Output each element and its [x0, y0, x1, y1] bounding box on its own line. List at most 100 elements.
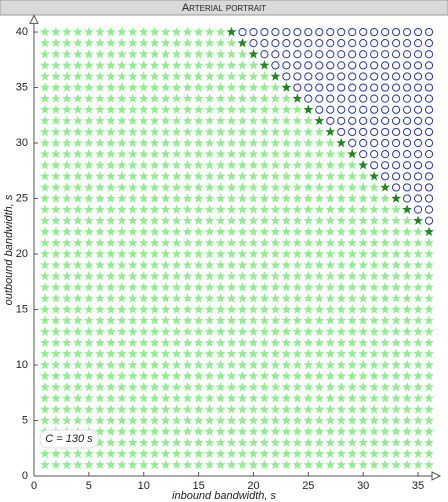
- feasible-point: [237, 415, 248, 425]
- feasible-point: [336, 293, 347, 303]
- feasible-point: [325, 282, 336, 292]
- feasible-point: [138, 26, 149, 37]
- feasible-point: [347, 271, 358, 281]
- feasible-point: [281, 415, 292, 425]
- feasible-point: [160, 315, 171, 325]
- infeasible-point: [293, 72, 302, 81]
- feasible-point: [94, 193, 105, 203]
- feasible-point: [149, 226, 160, 236]
- feasible-point: [248, 315, 259, 325]
- feasible-point: [336, 415, 347, 425]
- feasible-point: [226, 248, 237, 259]
- feasible-point: [325, 437, 336, 447]
- feasible-point: [281, 237, 292, 248]
- feasible-point: [160, 93, 171, 103]
- feasible-point: [171, 282, 182, 292]
- feasible-point: [215, 359, 226, 370]
- infeasible-point: [370, 161, 379, 170]
- feasible-point: [391, 348, 402, 359]
- feasible-point: [303, 315, 314, 325]
- feasible-point: [336, 204, 347, 214]
- infeasible-point: [337, 72, 346, 81]
- infeasible-point: [370, 50, 379, 59]
- feasible-point: [40, 60, 50, 70]
- infeasible-point: [402, 172, 412, 181]
- feasible-point: [248, 404, 259, 414]
- infeasible-point: [381, 105, 390, 114]
- feasible-point: [303, 215, 314, 225]
- feasible-point: [105, 126, 116, 137]
- feasible-point: [215, 193, 226, 203]
- infeasible-point: [293, 27, 302, 37]
- infeasible-point: [359, 50, 368, 59]
- feasible-point: [369, 448, 380, 458]
- feasible-point: [226, 226, 237, 236]
- feasible-point: [138, 426, 149, 436]
- infeasible-point: [359, 83, 368, 92]
- boundary-point: [303, 104, 314, 114]
- feasible-point: [62, 282, 72, 292]
- feasible-point: [248, 237, 259, 248]
- feasible-point: [193, 448, 204, 458]
- feasible-point: [402, 426, 412, 436]
- feasible-point: [62, 49, 72, 59]
- feasible-point: [215, 459, 226, 470]
- feasible-point: [281, 448, 292, 458]
- feasible-point: [94, 171, 105, 181]
- boundary-point: [347, 148, 358, 159]
- feasible-point: [336, 171, 347, 181]
- infeasible-point: [326, 39, 335, 48]
- feasible-point: [40, 459, 50, 470]
- feasible-point: [270, 293, 281, 303]
- feasible-point: [116, 337, 127, 347]
- feasible-point: [270, 393, 281, 403]
- feasible-point: [193, 137, 204, 148]
- feasible-point: [226, 326, 237, 336]
- feasible-point: [94, 415, 105, 425]
- feasible-point: [171, 148, 182, 159]
- feasible-point: [72, 404, 83, 414]
- feasible-point: [248, 293, 259, 303]
- feasible-point: [94, 82, 105, 92]
- feasible-point: [380, 370, 391, 381]
- feasible-point: [40, 404, 50, 414]
- feasible-point: [237, 148, 248, 159]
- feasible-point: [149, 315, 160, 325]
- feasible-point: [127, 226, 138, 236]
- feasible-point: [226, 404, 237, 414]
- infeasible-point: [359, 27, 368, 37]
- feasible-point: [51, 370, 61, 381]
- infeasible-point: [304, 83, 313, 92]
- feasible-point: [391, 293, 402, 303]
- feasible-point: [325, 359, 336, 370]
- feasible-point: [149, 370, 160, 381]
- feasible-point: [83, 415, 94, 425]
- feasible-point: [40, 115, 50, 125]
- feasible-point: [292, 437, 303, 447]
- feasible-point: [215, 160, 226, 170]
- infeasible-point: [392, 150, 401, 159]
- feasible-point: [94, 382, 105, 392]
- infeasible-point: [282, 27, 291, 37]
- infeasible-point: [392, 50, 401, 59]
- feasible-point: [281, 204, 292, 214]
- feasible-point: [413, 393, 423, 403]
- feasible-point: [94, 304, 105, 314]
- feasible-point: [116, 160, 127, 170]
- feasible-point: [314, 359, 325, 370]
- feasible-point: [51, 49, 61, 59]
- feasible-point: [94, 282, 105, 292]
- feasible-point: [62, 126, 72, 137]
- feasible-point: [292, 137, 303, 148]
- feasible-point: [347, 304, 358, 314]
- feasible-point: [40, 415, 50, 425]
- feasible-point: [204, 137, 215, 148]
- feasible-point: [325, 137, 336, 148]
- feasible-point: [40, 26, 50, 37]
- feasible-point: [259, 215, 270, 225]
- feasible-point: [237, 226, 248, 236]
- feasible-point: [182, 393, 193, 403]
- feasible-point: [424, 348, 434, 359]
- feasible-point: [51, 271, 61, 281]
- feasible-point: [204, 437, 215, 447]
